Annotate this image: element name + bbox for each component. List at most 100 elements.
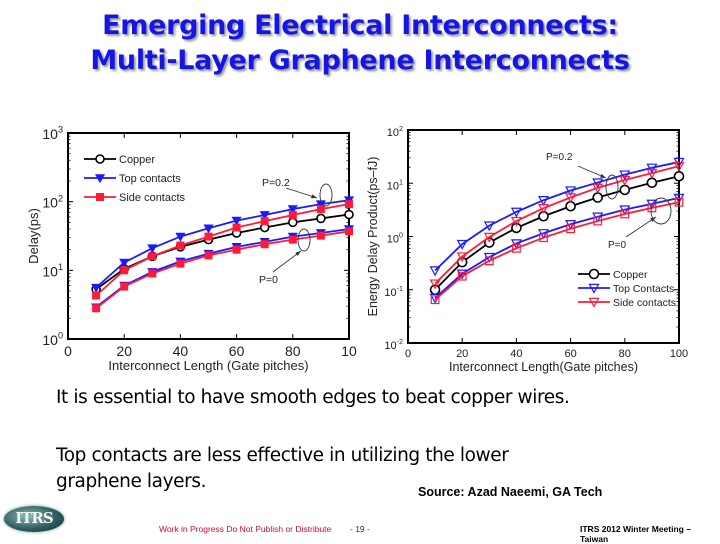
x-tick-label: 100 [670, 348, 688, 360]
square-marker [316, 231, 325, 240]
series-side-contacts-p-0- [92, 227, 354, 313]
arrow-head-icon [311, 194, 317, 199]
triangle-marker [646, 163, 658, 174]
triangle-marker [91, 283, 102, 293]
legend-label: Side contacts [119, 192, 186, 204]
square-marker [148, 269, 157, 278]
square-marker [430, 295, 440, 305]
y-tick-label: 100 [387, 232, 403, 246]
triangle-marker [565, 186, 577, 197]
triangle-marker [619, 175, 631, 186]
legend-label: Side contacts [613, 297, 676, 309]
y-tick-label: 102 [387, 125, 403, 139]
annotation-arrow [272, 250, 302, 273]
triangle-marker [483, 232, 495, 243]
triangle-marker [537, 196, 550, 206]
square-marker [620, 209, 630, 219]
square-marker [92, 291, 101, 300]
triangle-marker [429, 266, 441, 277]
triangle-marker [231, 216, 242, 226]
circle-marker [344, 209, 354, 220]
x-axis-label: Interconnect Length (Gate pitches) [108, 358, 308, 373]
itrs-logo: ITRS [4, 506, 64, 532]
source-citation: Source: Azad Naeemi, GA Tech [418, 485, 603, 499]
square-marker [260, 240, 269, 249]
square-marker [288, 210, 297, 219]
square-marker [120, 266, 129, 275]
circle-marker [287, 217, 298, 228]
annotation-ellipse [605, 174, 619, 200]
series-line [434, 197, 680, 299]
annotation-label: P=0 [259, 274, 278, 286]
x-tick-label: 0 [64, 343, 72, 359]
circle-marker [592, 192, 603, 203]
square-marker [566, 224, 576, 234]
square-marker [593, 216, 603, 226]
y-tick-label: 10-2 [384, 338, 403, 352]
triangle-marker [483, 252, 495, 263]
footer-event: ITRS 2012 Winter Meeting – Taiwan [580, 524, 691, 544]
legend-label: Top contacts [119, 173, 181, 185]
plot-frame [407, 129, 680, 344]
triangle-marker [259, 211, 270, 221]
annotation-ellipse [319, 183, 333, 207]
y-tick-label: 101 [42, 262, 63, 279]
circle-marker [673, 171, 685, 182]
triangle-marker [287, 205, 298, 215]
bullet-2-line-2: graphene layers. [56, 471, 207, 492]
x-tick-label: 40 [510, 348, 522, 360]
square-marker [148, 252, 157, 261]
square-marker [232, 223, 241, 232]
triangle-marker [456, 239, 468, 250]
triangle-marker [175, 232, 186, 242]
triangle-marker [510, 207, 522, 218]
square-marker [204, 251, 213, 260]
arrow-head-icon [650, 217, 656, 222]
square-marker [95, 193, 104, 202]
square-marker [457, 271, 467, 281]
square-marker [288, 235, 297, 244]
circle-marker [429, 284, 441, 296]
circle-marker [95, 154, 105, 164]
triangle-marker [588, 297, 600, 308]
annotation-label: P=0 [608, 240, 627, 251]
bullet-2-line-1: Top contacts are less effective in utili… [56, 445, 509, 466]
annotation-arrow [625, 216, 657, 238]
y-tick-label: 103 [42, 125, 63, 142]
series-line [95, 199, 350, 289]
annotation-p-0: P=0 [608, 197, 672, 251]
series-top-contacts-p-0-2- [91, 196, 355, 293]
square-marker [674, 197, 684, 207]
delay-chart-svg: 100 101 102 103 0 20 40 60 80 10 Interconnect Leng… [26, 125, 357, 373]
series-side-contacts-p-0-2- [429, 161, 685, 290]
triangle-marker [429, 279, 441, 290]
square-marker [204, 232, 213, 241]
triangle-marker [510, 216, 522, 227]
circle-marker [511, 222, 522, 234]
triangle-marker [588, 283, 600, 294]
annotation-label: P=0.2 [546, 152, 573, 163]
triangle-marker [619, 170, 631, 181]
series-side-contacts-p-0-2- [92, 200, 354, 300]
square-marker [539, 233, 548, 243]
square-marker [176, 241, 185, 250]
series-line [434, 161, 680, 272]
square-marker [92, 304, 101, 313]
circle-marker [646, 177, 658, 189]
square-marker [345, 200, 354, 209]
bullet-2: Top contacts are less effective in utili… [56, 443, 509, 495]
delay-chart: 100 101 102 103 0 20 40 60 80 10 Interconnect Leng… [0, 0, 360, 375]
triangle-marker [147, 244, 158, 254]
triangle-marker [673, 161, 685, 172]
triangle-marker [94, 174, 106, 184]
x-tick-label: 80 [619, 348, 631, 360]
legend-label: Copper [119, 154, 155, 166]
series-line [434, 165, 680, 285]
square-marker [232, 245, 241, 254]
series-line [95, 203, 350, 297]
x-tick-label: 20 [456, 348, 468, 360]
y-tick-label: 102 [42, 193, 63, 210]
x-axis-label: Interconnect Length(Gate pitches) [449, 360, 638, 374]
square-marker [260, 217, 269, 226]
triangle-marker [592, 178, 604, 189]
